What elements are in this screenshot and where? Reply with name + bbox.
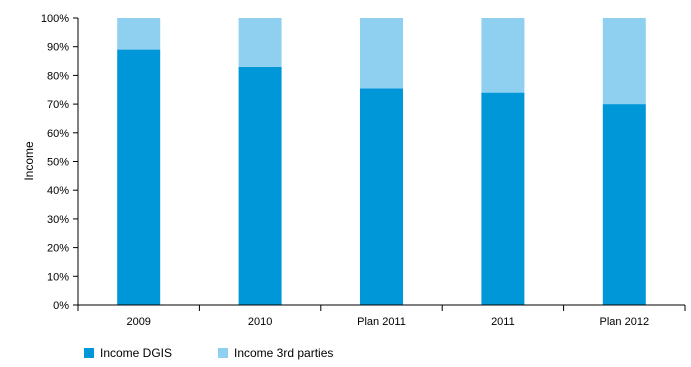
bars-layer	[117, 18, 646, 305]
legend-label: Income 3rd parties	[234, 346, 333, 360]
x-tick-label: 2010	[248, 316, 272, 328]
x-tick-label: 2009	[126, 316, 150, 328]
bar-income-dgis	[239, 67, 282, 305]
y-tick-label: 40%	[47, 185, 69, 197]
y-tick-label: 30%	[47, 214, 69, 226]
bar-income-3rd-parties	[239, 18, 282, 67]
bar-income-3rd-parties	[360, 18, 403, 88]
y-tick-label: 100%	[41, 13, 69, 25]
bar-income-3rd-parties	[117, 18, 160, 50]
y-tick-label: 20%	[47, 243, 69, 255]
y-tick-label: 60%	[47, 128, 69, 140]
legend: Income DGIS Income 3rd parties	[84, 346, 333, 360]
y-tick-label: 50%	[47, 157, 69, 169]
y-ticks-layer: 0% 10% 20% 30% 40% 50% 60% 70% 80% 90% 100%	[41, 13, 78, 312]
x-tick-label: Plan 2011	[357, 316, 406, 328]
legend-swatch	[218, 348, 228, 358]
bar-income-dgis	[117, 50, 160, 305]
x-ticks-layer: 2009 2010 Plan 2011 2011 Plan 2012	[78, 305, 685, 328]
y-tick-label: 70%	[47, 99, 69, 111]
bar-income-3rd-parties	[603, 18, 646, 104]
legend-label: Income DGIS	[100, 346, 172, 360]
x-tick-label: Plan 2012	[600, 316, 650, 328]
y-tick-label: 10%	[47, 271, 69, 283]
bar-income-3rd-parties	[481, 18, 524, 93]
y-tick-label: 80%	[47, 70, 69, 82]
y-tick-label: 0%	[53, 300, 69, 312]
bar-income-dgis	[360, 88, 403, 305]
y-tick-label: 90%	[47, 42, 69, 54]
bar-income-dgis	[481, 93, 524, 305]
legend-swatch	[84, 348, 94, 358]
y-axis-label: Income	[22, 141, 36, 181]
x-tick-label: 2011	[491, 316, 515, 328]
bar-income-dgis	[603, 104, 646, 305]
